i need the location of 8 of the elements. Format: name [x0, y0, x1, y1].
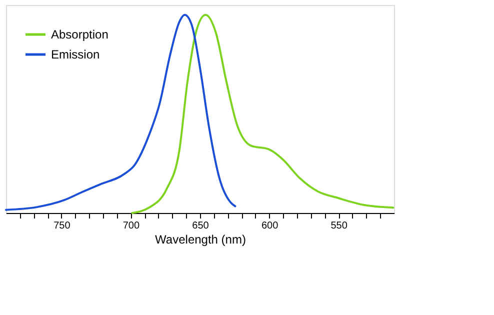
x-tick-label: 600	[261, 220, 279, 232]
legend-label: Emission	[51, 48, 100, 62]
x-tick-label: 750	[54, 220, 71, 232]
x-tick-label: 550	[330, 220, 348, 232]
x-tick-label: 650	[192, 220, 210, 232]
x-tick-label: 700	[122, 220, 140, 232]
legend-label: Absorption	[51, 28, 108, 42]
x-axis-title: Wavelength (nm)	[155, 232, 246, 246]
